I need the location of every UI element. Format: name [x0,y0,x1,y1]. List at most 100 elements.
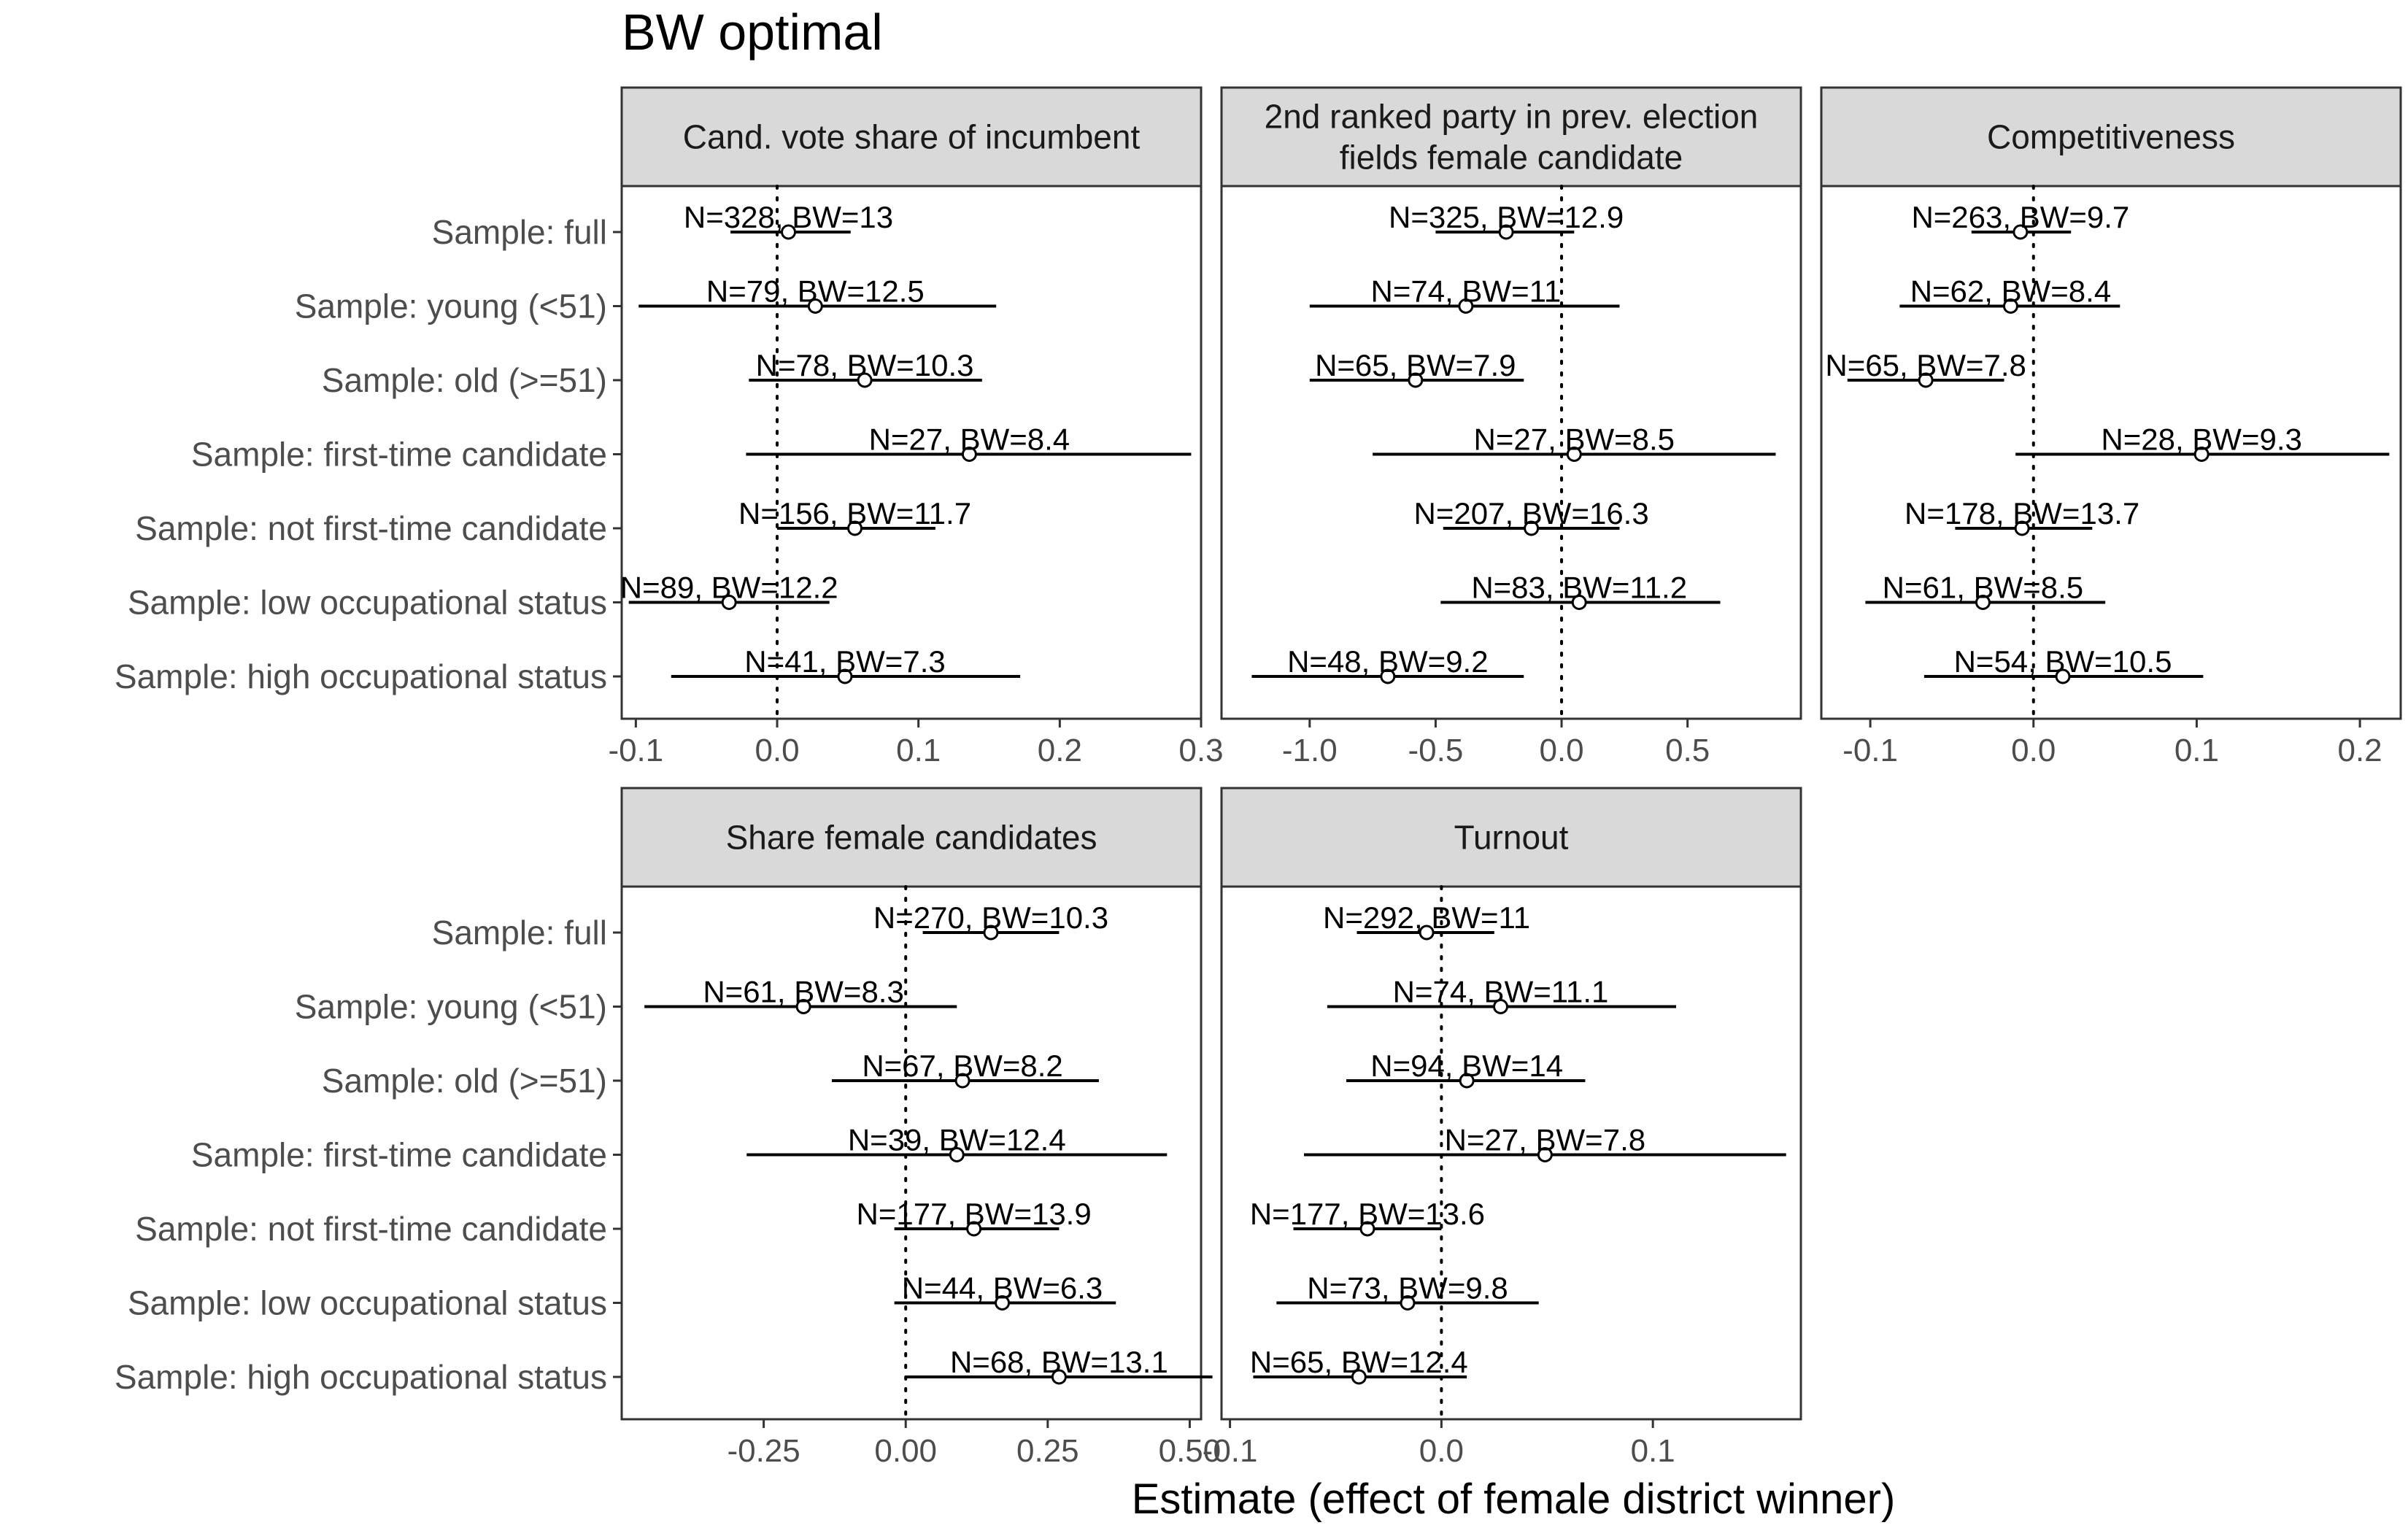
point-estimate [1498,224,1514,240]
estimate-label: N=61, BW=8.5 [1883,571,2083,605]
point-estimate [1537,1147,1553,1162]
point-estimate [2055,668,2071,684]
point-estimate [2002,298,2018,314]
estimate-label: N=73, BW=9.8 [1307,1271,1508,1305]
y-tick-label: Sample: old (>=51) [322,361,607,399]
estimate-label: N=27, BW=8.5 [1474,422,1675,457]
estimate-label: N=41, BW=7.3 [744,644,945,679]
point-estimate [1975,595,1991,610]
y-tick-label: Sample: not first-time candidate [135,1210,607,1248]
facet-strip-1 [1220,86,1802,188]
panel-frame-0 [620,185,1203,720]
y-tick-label: Sample: full [432,213,607,251]
estimate-label: N=156, BW=11.7 [738,496,971,530]
x-tick-label: 0.2 [2337,733,2382,768]
point-estimate [2014,520,2030,536]
point-estimate [1918,372,1934,388]
x-tick-label: -0.5 [1408,733,1464,768]
point-estimate [857,372,873,388]
estimate-label: N=61, BW=8.3 [703,975,903,1009]
facet-strip-label: Competitiveness [1987,118,2235,156]
y-tick-label: Sample: first-time candidate [191,1136,607,1174]
y-tick-label: Sample: first-time candidate [191,436,607,474]
panel-frame-4 [1220,885,1802,1421]
estimate-label: N=62, BW=8.4 [1910,274,2111,309]
estimate-label: N=78, BW=10.3 [756,348,974,382]
estimate-label: N=28, BW=9.3 [2101,422,2301,457]
x-tick-label: -0.1 [1842,733,1898,768]
x-tick-label: 0.50 [1159,1433,1222,1469]
x-tick-label: 0.0 [1419,1433,1464,1469]
estimate-label: N=54, BW=10.5 [1954,644,2172,679]
point-estimate [954,1073,970,1089]
x-tick-label: 0.1 [896,733,941,768]
x-tick-label: 0.0 [2011,733,2056,768]
point-estimate [837,668,853,684]
x-tick-label: 0.5 [1665,733,1710,768]
x-tick-label: -1.0 [1282,733,1338,768]
estimate-label: N=89, BW=12.2 [620,571,838,605]
x-tick-label: -0.1 [608,733,663,768]
point-estimate [995,1295,1011,1311]
estimate-label: N=67, BW=8.2 [862,1049,1062,1083]
point-estimate [1380,668,1396,684]
estimate-label: N=178, BW=13.7 [1905,496,2139,530]
point-estimate [1566,447,1582,462]
estimate-label: N=207, BW=16.3 [1414,496,1649,530]
estimate-label: N=65, BW=12.4 [1250,1345,1468,1379]
point-estimate [1351,1369,1367,1385]
estimate-label: N=39, BW=12.4 [848,1123,1066,1157]
point-estimate [949,1147,965,1162]
facet-strip-3 [620,787,1203,888]
estimate-label: N=83, BW=11.2 [1471,571,1687,605]
y-tick-label: Sample: low occupational status [128,1284,607,1322]
y-tick-label: Sample: high occupational status [115,657,607,695]
panel-frame-3 [620,885,1203,1421]
estimate-label: N=292, BW=11 [1323,900,1530,935]
x-tick-label: 0.25 [1016,1433,1079,1469]
x-tick-label: 0.3 [1178,733,1223,768]
point-estimate [807,298,823,314]
x-tick-label: 0.0 [1539,733,1583,768]
x-tick-label: 0.0 [755,733,799,768]
facet-strip-label: Turnout [1454,819,1569,857]
point-estimate [983,925,999,941]
estimate-label: N=65, BW=7.9 [1315,348,1516,382]
x-tick-label: 0.2 [1038,733,1082,768]
point-estimate [966,1221,982,1237]
point-estimate [2013,224,2029,240]
facet-strip-label: fields female candidate [1340,139,1683,177]
x-tick-label: 0.1 [1631,1433,1675,1469]
x-tick-label: 0.1 [2174,733,2219,768]
point-estimate [795,999,811,1014]
estimate-label: N=94, BW=14 [1370,1049,1563,1083]
y-tick-label: Sample: young (<51) [295,287,607,325]
point-estimate [2193,447,2210,462]
point-estimate [1051,1369,1067,1385]
estimate-label: N=65, BW=7.8 [1825,348,2026,382]
y-tick-label: Sample: low occupational status [128,584,607,622]
estimate-label: N=325, BW=12.9 [1389,200,1624,234]
point-estimate [1359,1221,1375,1237]
estimate-label: N=177, BW=13.9 [857,1197,1092,1231]
estimate-label: N=44, BW=6.3 [902,1271,1103,1305]
estimate-label: N=74, BW=11.1 [1393,975,1609,1009]
estimate-label: N=328, BW=13 [684,200,893,234]
facet-strip-label: 2nd ranked party in prev. election [1265,98,1759,136]
y-tick-label: Sample: old (>=51) [322,1062,607,1100]
point-estimate [847,520,863,536]
point-estimate [1571,595,1587,610]
x-axis-title: Estimate (effect of female district winn… [1132,1475,1896,1523]
y-tick-label: Sample: full [432,914,607,952]
estimate-label: N=48, BW=9.2 [1287,644,1488,679]
estimate-label: N=79, BW=12.5 [706,274,925,309]
estimate-label: N=263, BW=9.7 [1911,200,2129,234]
panel-frame-1 [1220,185,1802,720]
panel-frame-2 [1820,185,2402,720]
x-tick-label: -0.25 [727,1433,800,1469]
estimate-label: N=270, BW=10.3 [873,900,1108,935]
point-estimate [1408,372,1424,388]
y-tick-label: Sample: young (<51) [295,988,607,1026]
point-estimate [1493,999,1509,1014]
